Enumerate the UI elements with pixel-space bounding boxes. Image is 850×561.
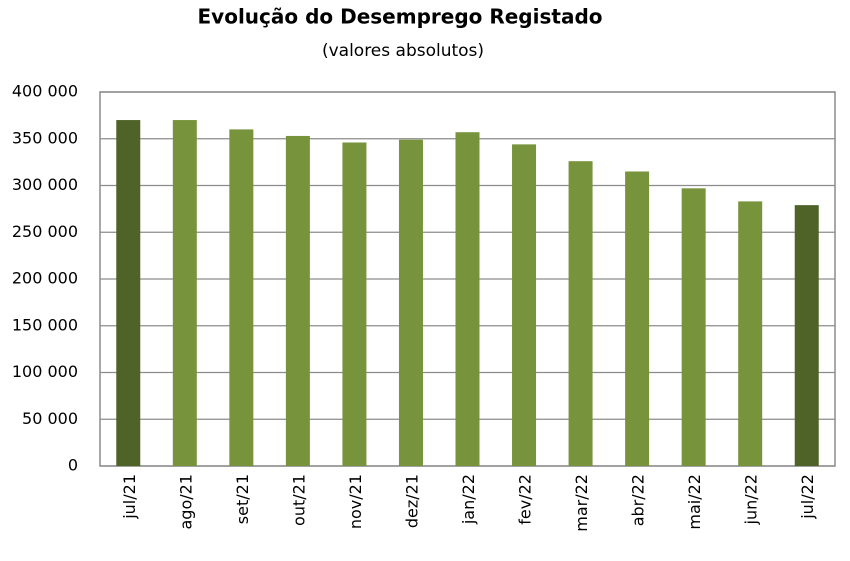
chart-title: Evolução do Desemprego Registado (198, 5, 603, 29)
y-tick-label: 0 (68, 456, 78, 475)
x-tick-label: nov/21 (346, 474, 365, 529)
bar (681, 188, 706, 466)
chart-subtitle: (valores absolutos) (322, 41, 484, 61)
x-tick-label: out/21 (289, 474, 308, 526)
y-tick-label: 300 000 (12, 175, 78, 194)
bar (625, 171, 650, 466)
x-tick-label: abr/22 (629, 474, 648, 526)
bar (398, 139, 423, 466)
x-tick-label: jun/22 (742, 474, 761, 525)
x-tick-label: mar/22 (572, 474, 591, 532)
x-tick-label: mai/22 (685, 474, 704, 530)
bar (512, 144, 537, 467)
bar (285, 135, 310, 466)
bar (738, 201, 763, 466)
bar (794, 205, 819, 466)
x-tick-label: jul/22 (798, 474, 817, 520)
y-tick-label: 150 000 (12, 315, 78, 334)
bar (568, 161, 593, 466)
x-tick-label: jul/21 (120, 474, 139, 520)
y-tick-label: 200 000 (12, 269, 78, 288)
x-tick-label: dez/21 (402, 474, 421, 528)
y-tick-label: 350 000 (12, 128, 78, 147)
bar (116, 120, 141, 467)
x-tick-label: ago/21 (176, 474, 195, 530)
x-tick-label: fev/22 (516, 474, 535, 525)
bar (342, 142, 367, 467)
bar (229, 129, 254, 466)
y-tick-label: 50 000 (22, 409, 78, 428)
bar (172, 120, 197, 467)
y-tick-label: 250 000 (12, 222, 78, 241)
x-tick-label: jan/22 (459, 474, 478, 525)
y-tick-label: 100 000 (12, 362, 78, 381)
y-tick-label: 400 000 (12, 82, 78, 101)
bar (455, 132, 480, 466)
x-tick-label: set/21 (233, 474, 252, 524)
